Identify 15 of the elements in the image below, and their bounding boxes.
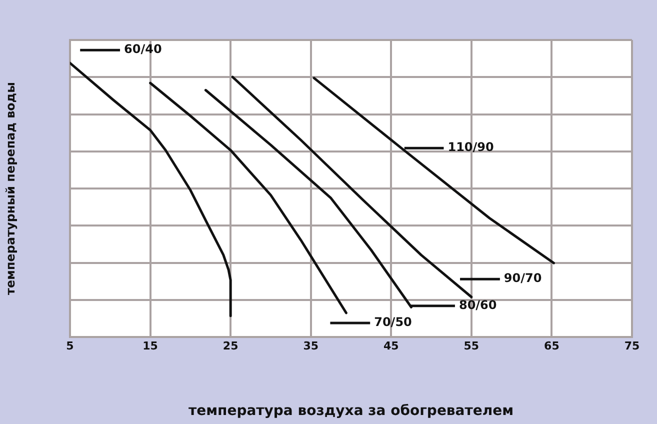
legend-label: 60/40 xyxy=(124,42,162,56)
x-tick-label: 65 xyxy=(544,339,560,352)
legend-label: 110/90 xyxy=(448,140,494,154)
x-tick-label: 45 xyxy=(383,339,399,352)
x-tick-label: 35 xyxy=(303,339,319,352)
legend-label: 70/50 xyxy=(374,315,412,330)
x-tick-label: 25 xyxy=(222,339,238,352)
legend-label: 80/60 xyxy=(458,298,497,312)
y-axis-title: температурный перепад воды xyxy=(3,82,18,295)
x-tick-label: 75 xyxy=(624,339,640,352)
x-tick-label: 55 xyxy=(464,339,480,352)
x-tick-label: 15 xyxy=(142,339,158,352)
legend-label: 90/70 xyxy=(504,271,542,286)
x-axis-title: температура воздуха за обогревателем xyxy=(188,403,514,420)
x-tick-label: 5 xyxy=(66,339,74,352)
